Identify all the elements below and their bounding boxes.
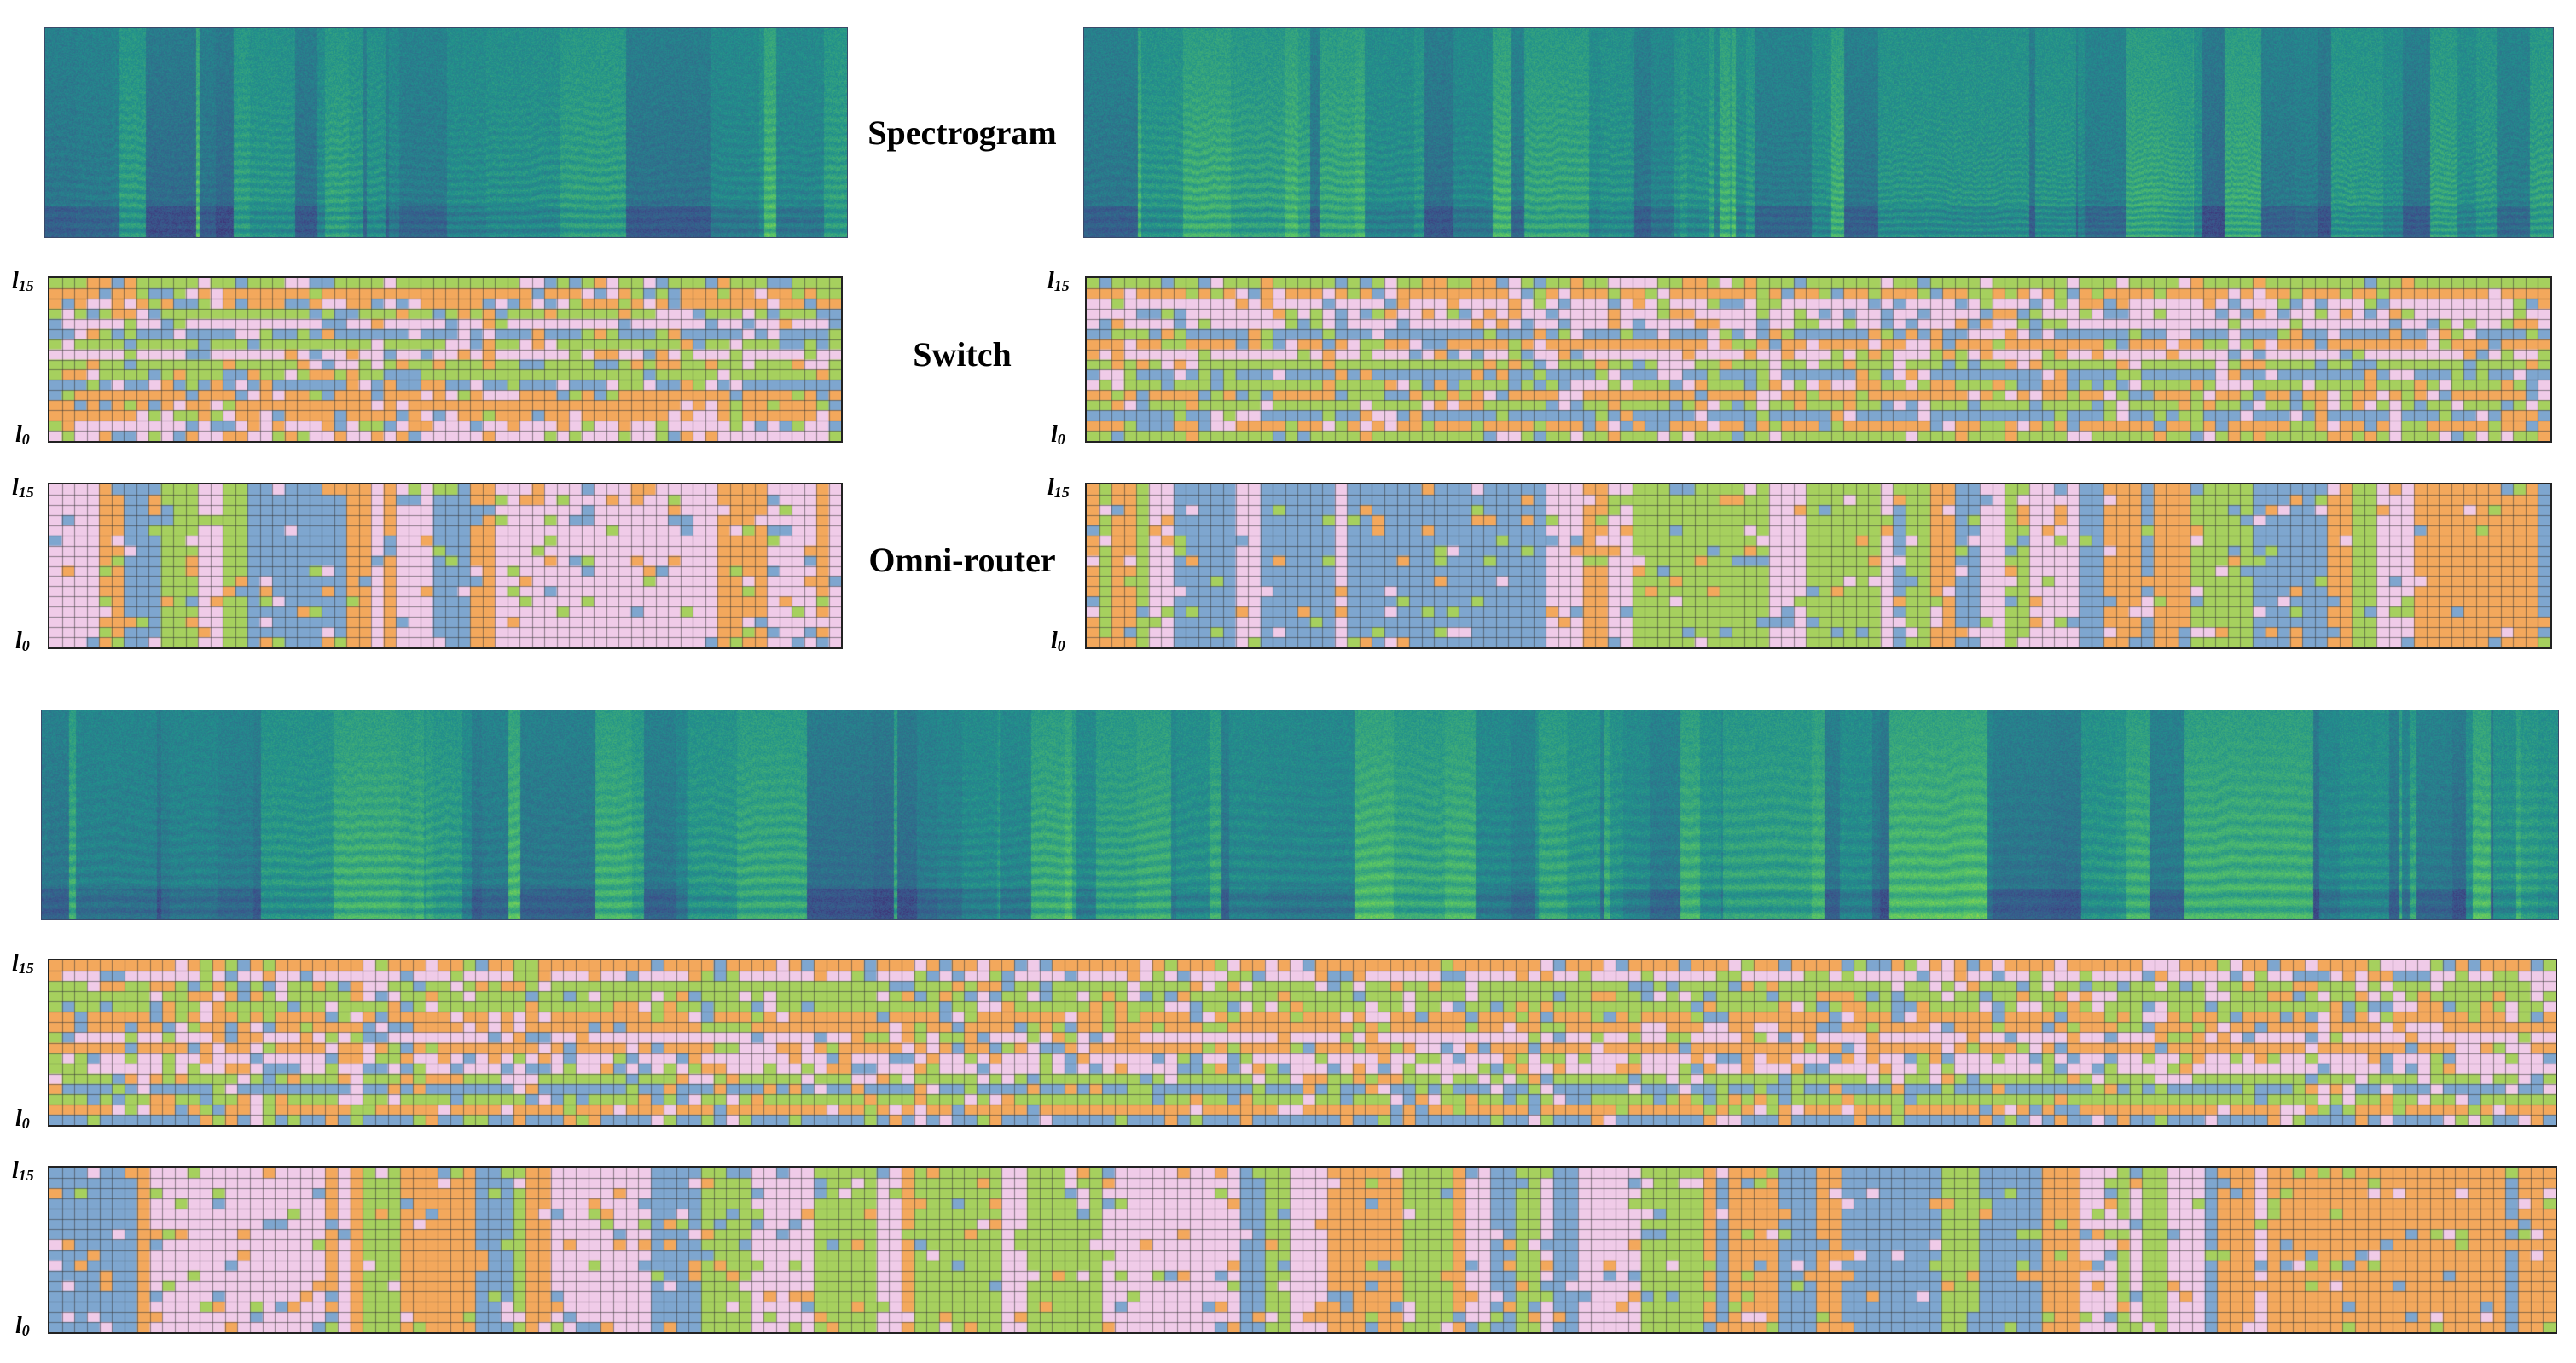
spectrogram-example-3	[41, 710, 2559, 920]
layer-top-label: l15	[12, 268, 34, 294]
layer-top-label: l15	[12, 474, 34, 501]
spectrogram-example-1	[44, 27, 848, 238]
omni-router-label: Omni-router	[868, 541, 1056, 579]
switch-routing-grid-example-1	[48, 276, 843, 443]
layer-bottom-label: l0	[1051, 421, 1065, 448]
omni-router-routing-grid-example-3	[48, 1166, 2557, 1334]
layer-bottom-label: l0	[15, 628, 30, 654]
layer-top-label: l15	[12, 1157, 34, 1184]
switch-label: Switch	[913, 335, 1012, 374]
layer-top-label: l15	[1047, 474, 1070, 501]
switch-routing-grid-example-2	[1085, 276, 2552, 443]
layer-top-label: l15	[12, 950, 34, 977]
layer-bottom-label: l0	[1051, 628, 1065, 654]
layer-bottom-label: l0	[15, 421, 30, 448]
omni-router-routing-grid-example-2	[1085, 483, 2552, 649]
switch-routing-grid-example-3	[48, 959, 2557, 1127]
layer-bottom-label: l0	[15, 1313, 30, 1339]
layer-bottom-label: l0	[15, 1105, 30, 1132]
spectrogram-example-2	[1083, 27, 2554, 238]
layer-top-label: l15	[1047, 268, 1070, 294]
omni-router-routing-grid-example-1	[48, 483, 843, 649]
spectrogram-label: Spectrogram	[867, 113, 1057, 152]
